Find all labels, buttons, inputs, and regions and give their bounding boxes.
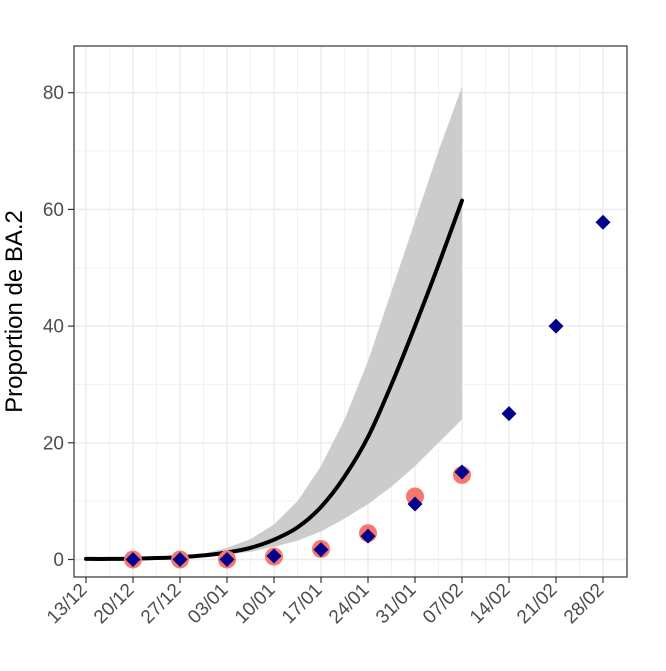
observed-point-diamond — [125, 551, 141, 567]
observed-point-diamond — [595, 214, 611, 230]
y-tick-label: 40 — [43, 317, 64, 338]
y-axis-title: Proportion de BA.2 — [1, 210, 28, 413]
observed-point-diamond — [454, 464, 470, 480]
observed-point-diamond — [219, 551, 235, 567]
point-layer — [124, 214, 611, 569]
observed-point-diamond — [548, 318, 564, 334]
y-tick-label: 60 — [43, 200, 64, 221]
y-tick-label: 0 — [53, 550, 64, 571]
fitted-curve — [84, 198, 464, 561]
observed-point-diamond — [501, 406, 517, 422]
observed-point-circle — [406, 487, 424, 506]
y-tick-label: 80 — [43, 83, 64, 104]
observed-point-diamond — [313, 542, 329, 558]
line-layer — [84, 198, 464, 561]
observed-point-diamond — [360, 528, 376, 544]
observed-point-diamond — [172, 551, 188, 567]
y-tick-label: 20 — [43, 433, 64, 454]
panel-border — [73, 45, 628, 578]
observed-point-diamond — [407, 496, 423, 512]
observed-point-diamond — [266, 548, 282, 564]
